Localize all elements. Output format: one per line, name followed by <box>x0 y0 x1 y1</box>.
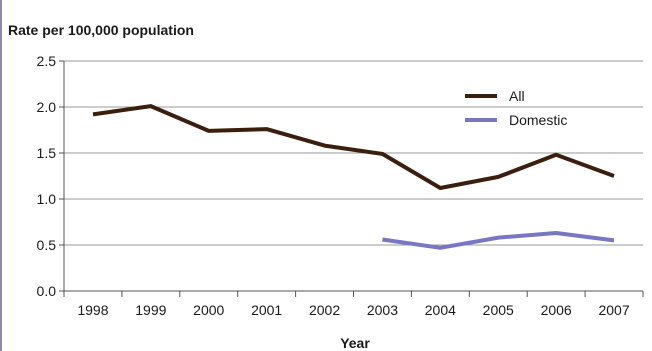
x-tick-label: 2007 <box>598 302 629 318</box>
y-tick-labels: 0.0 0.5 1.0 1.5 2.0 2.5 <box>37 53 57 299</box>
y-axis-title: Rate per 100,000 population <box>8 22 194 38</box>
y-tick-label: 2.0 <box>37 99 57 115</box>
x-axis-title: Year <box>340 335 370 351</box>
x-tick-label: 2000 <box>193 302 224 318</box>
y-tick-label: 1.5 <box>37 145 57 161</box>
x-tick-label: 2005 <box>483 302 514 318</box>
series-lines <box>92 104 615 250</box>
x-tick-label: 2002 <box>309 302 340 318</box>
gridlines <box>64 60 643 246</box>
x-tick-labels: 1998 1999 2000 2001 2002 2003 2004 2005 2006 2007 <box>77 302 629 318</box>
axes <box>59 60 644 297</box>
series-line-all <box>92 104 615 190</box>
x-tick-label: 2004 <box>425 302 456 318</box>
x-tick-label: 2003 <box>367 302 398 318</box>
x-tick-label: 1999 <box>135 302 166 318</box>
x-tick-label: 1998 <box>77 302 108 318</box>
legend: All Domestic <box>465 88 567 128</box>
series-line-domestic <box>382 231 615 250</box>
y-tick-label: 1.0 <box>37 191 57 207</box>
y-tick-label: 0.0 <box>37 283 57 299</box>
y-tick-label: 2.5 <box>37 53 57 69</box>
x-tick-label: 2006 <box>541 302 572 318</box>
x-tick-label: 2001 <box>251 302 282 318</box>
y-tick-label: 0.5 <box>37 237 57 253</box>
legend-label: All <box>509 88 525 104</box>
legend-label: Domestic <box>509 112 567 128</box>
